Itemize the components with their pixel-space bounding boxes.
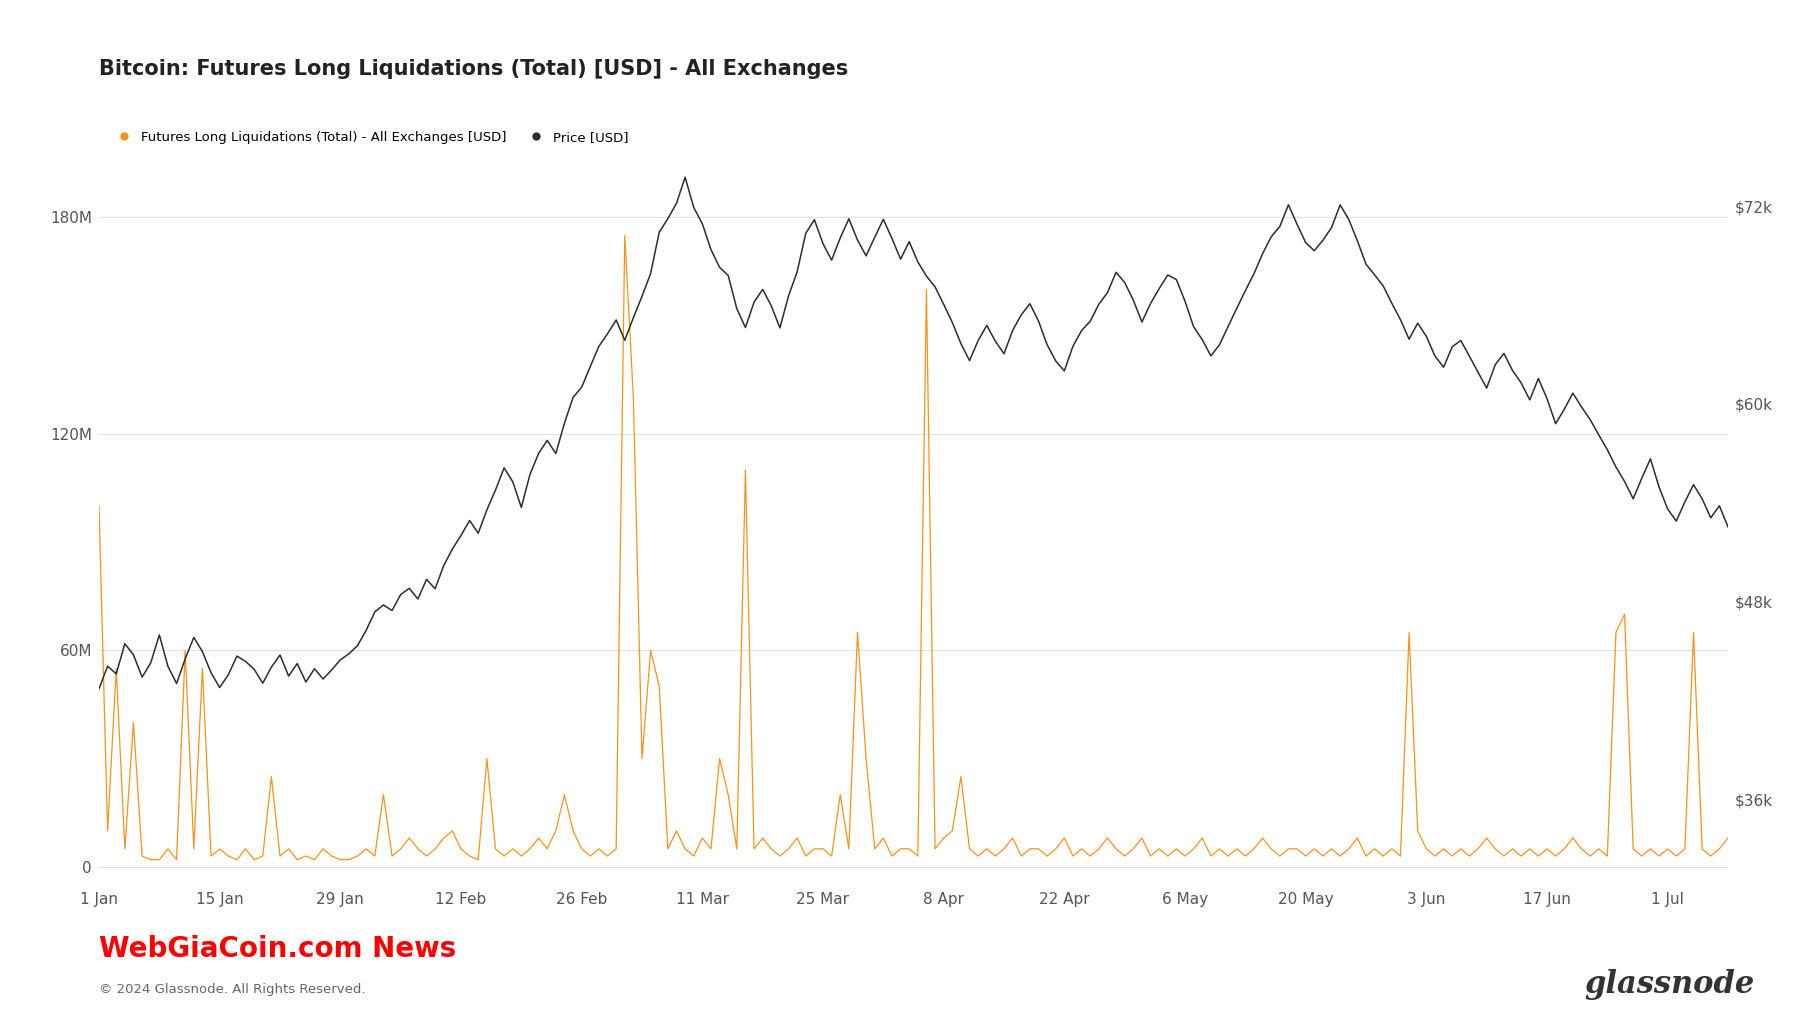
Text: Bitcoin: Futures Long Liquidations (Total) [USD] - All Exchanges: Bitcoin: Futures Long Liquidations (Tota… xyxy=(99,59,848,78)
Text: © 2024 Glassnode. All Rights Reserved.: © 2024 Glassnode. All Rights Reserved. xyxy=(99,983,365,996)
Text: WebGiaCoin.com News: WebGiaCoin.com News xyxy=(99,935,455,963)
Text: glassnode: glassnode xyxy=(1584,968,1755,1000)
Legend: Futures Long Liquidations (Total) - All Exchanges [USD], Price [USD]: Futures Long Liquidations (Total) - All … xyxy=(106,126,634,149)
